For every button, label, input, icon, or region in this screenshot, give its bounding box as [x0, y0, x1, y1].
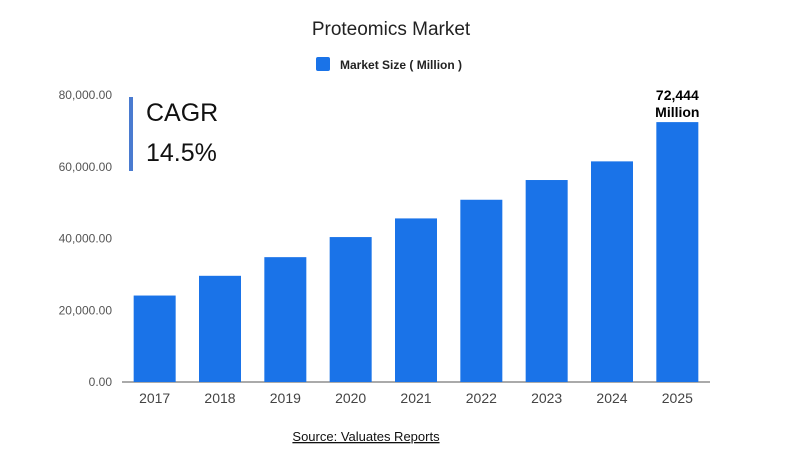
- x-tick-label: 2018: [204, 390, 235, 406]
- bars: [133, 122, 699, 382]
- bar-2019: [264, 257, 307, 382]
- chart-title: Proteomics Market: [312, 19, 471, 40]
- cagr-accent-bar: [129, 97, 133, 171]
- x-tick-label: 2025: [662, 390, 693, 406]
- x-tick-label: 2017: [139, 390, 170, 406]
- annotation-unit: Million: [655, 104, 699, 120]
- x-tick-label: 2019: [270, 390, 301, 406]
- source-link[interactable]: Source: Valuates Reports: [292, 429, 440, 444]
- x-tick-label: 2024: [596, 390, 627, 406]
- x-tick-label: 2023: [531, 390, 562, 406]
- bar-2017: [133, 295, 176, 382]
- x-tick-label: 2022: [466, 390, 497, 406]
- bar-2018: [199, 275, 241, 382]
- bar-2022: [460, 199, 503, 382]
- y-tick-label: 80,000.00: [59, 88, 113, 102]
- legend-label: Market Size ( Million ): [340, 58, 462, 72]
- bar-2025: [656, 122, 699, 382]
- y-tick-label: 40,000.00: [59, 232, 113, 246]
- bar-annotation: 72,444 Million: [655, 87, 699, 120]
- y-tick-label: 0.00: [89, 375, 113, 389]
- bar-2020: [329, 237, 372, 382]
- bar-2021: [395, 218, 437, 382]
- legend: Market Size ( Million ): [316, 57, 462, 72]
- y-tick-label: 60,000.00: [59, 160, 113, 174]
- x-tick-label: 2020: [335, 390, 366, 406]
- y-tick-label: 20,000.00: [59, 303, 113, 317]
- bar-2024: [591, 161, 633, 382]
- x-axis: 2017 2018 2019 2020 2021 2022 2023 2024 2025: [139, 390, 693, 406]
- bar-2023: [525, 180, 568, 382]
- cagr-box: CAGR 14.5%: [129, 97, 218, 171]
- y-axis: 0.00 20,000.00 40,000.00 60,000.00 80,000.00: [59, 88, 113, 389]
- annotation-value: 72,444: [656, 87, 699, 103]
- x-tick-label: 2021: [400, 390, 431, 406]
- cagr-value: 14.5%: [146, 139, 217, 167]
- legend-swatch: [316, 57, 330, 71]
- cagr-label: CAGR: [146, 99, 218, 127]
